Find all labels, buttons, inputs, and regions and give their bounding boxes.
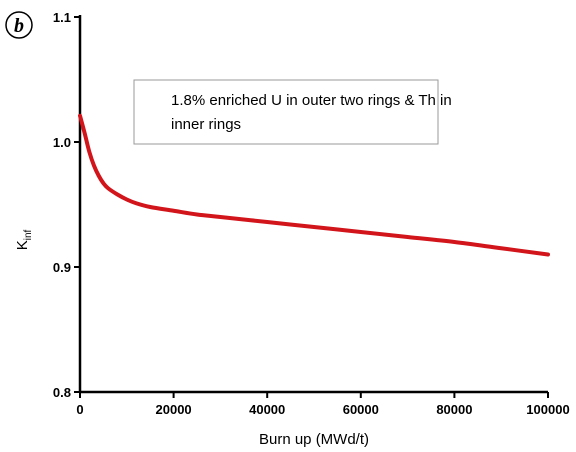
x-axis-label: Burn up (MWd/t) (259, 431, 369, 448)
y-tick-label: 1.0 (53, 135, 71, 150)
legend-box (133, 79, 439, 145)
x-tick-label: 40000 (249, 402, 285, 417)
legend: 1.8% enriched U in outer two rings & Th … (133, 79, 452, 145)
x-tick-label: 80000 (436, 402, 472, 417)
legend-line-1: 1.8% enriched U in outer two rings & Th … (171, 92, 452, 109)
x-ticks: 0 20000 40000 60000 80000 100000 (76, 392, 570, 417)
y-tick-label: 0.9 (53, 260, 71, 275)
series-line-0 (78, 113, 550, 257)
x-tick-label: 0 (76, 402, 83, 417)
y-tick-label: 0.8 (53, 385, 71, 400)
y-axis-label-main: K (14, 240, 31, 250)
y-axis-label-subscript: inf (23, 229, 34, 240)
legend-line-2: inner rings (171, 116, 241, 133)
x-tick-label: 20000 (156, 402, 192, 417)
y-axis-label: Kinf (14, 229, 34, 250)
panel-label: b (5, 11, 33, 39)
x-tick-label: 100000 (526, 402, 569, 417)
y-ticks: 0.8 0.9 1.0 1.1 (53, 10, 80, 400)
svg-text:Kinf: Kinf (14, 229, 34, 250)
y-tick-label: 1.1 (53, 10, 71, 25)
panel-label-text: b (14, 15, 24, 37)
series-layer (78, 113, 550, 257)
x-tick-label: 60000 (343, 402, 379, 417)
